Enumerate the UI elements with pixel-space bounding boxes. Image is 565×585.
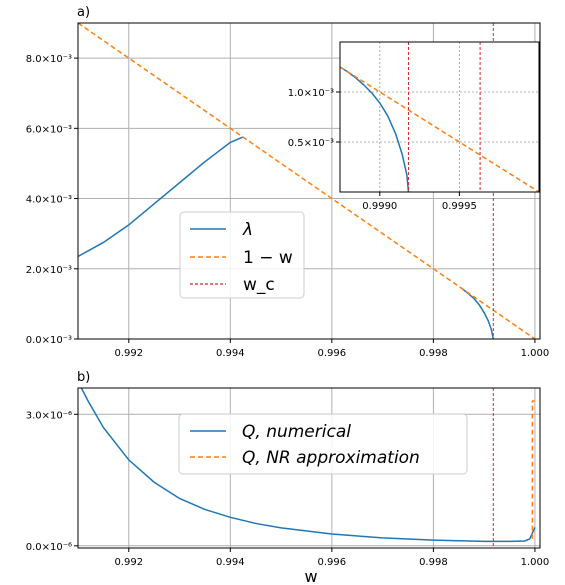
panel-a-ytick-label: 6.0×10⁻³ (26, 124, 72, 135)
legend-a-label-one-minus-w: 1 − w (243, 248, 293, 268)
panel-b: 0.992 0.994 0.996 0.998 1.000 0.0×10⁻⁶ 3.0×10⁻… (26, 387, 550, 568)
panel-b-xtick-label: 0.996 (318, 557, 347, 568)
legend-a: λ 1 − w w_c (179, 211, 305, 299)
inset-one-minus-w-line (340, 66, 539, 192)
panel-b-ytick-label: 3.0×10⁻⁶ (26, 410, 72, 421)
panel-b-xtick-label: 1.000 (521, 557, 550, 568)
panel-a-xtick-label: 0.998 (419, 348, 448, 359)
panel-b-ytick-label: 0.0×10⁻⁶ (26, 542, 72, 553)
panel-b-xtick-label: 0.998 (419, 557, 448, 568)
panel-b-label: b) (77, 370, 90, 385)
panel-a-lambda-line-0 (78, 136, 244, 258)
panel-b-xtick-label: 0.994 (216, 557, 245, 568)
legend-b: Q, numerical Q, NR approximation (178, 413, 468, 475)
panel-b-nr-line (531, 400, 535, 539)
inset-grid (340, 42, 539, 192)
inset: 0.9990 0.9995 0.5×10⁻³ 1.0×10⁻³ (288, 41, 540, 212)
inset-frame (339, 41, 540, 193)
panel-a-one-minus-w-line (78, 23, 536, 339)
inset-background (340, 42, 539, 192)
panel-a-label: a) (77, 5, 90, 20)
panel-a-xtick-label: 1.000 (521, 348, 550, 359)
x-axis-title: w (304, 567, 317, 585)
panel-a-lambda-line-1 (460, 287, 495, 339)
panel-a-ytick-label: 0.0×10⁻³ (26, 335, 72, 346)
panel-b-frame (77, 387, 541, 549)
panel-a-xtick-label: 0.994 (216, 348, 245, 359)
inset-xtick-label: 0.9995 (442, 201, 477, 212)
legend-a-label-lambda: λ (242, 220, 253, 240)
panel-a: 0.992 0.994 0.996 0.998 1.000 0.0×10⁻³ 2.0×10⁻… (26, 22, 550, 359)
legend-a-label-wc: w_c (243, 275, 275, 295)
panel-a-ytick-label: 8.0×10⁻³ (26, 54, 72, 65)
panel-a-ytick-label: 2.0×10⁻³ (26, 265, 72, 276)
inset-xtick-label: 0.9990 (362, 201, 397, 212)
inset-ytick-label: 1.0×10⁻³ (288, 88, 334, 99)
panel-b-numerical-line (80, 388, 536, 543)
legend-b-box (178, 413, 468, 475)
legend-b-label-numerical: Q, numerical (242, 422, 351, 442)
panel-a-xtick-label: 0.996 (318, 348, 347, 359)
legend-a-box (179, 211, 305, 299)
panel-b-xtick-label: 0.992 (114, 557, 143, 568)
inset-ytick-label: 0.5×10⁻³ (288, 138, 334, 149)
panel-a-xtick-label: 0.992 (114, 348, 143, 359)
panel-a-frame (77, 22, 541, 340)
panel-a-ytick-label: 4.0×10⁻³ (26, 195, 72, 206)
legend-b-label-nr: Q, NR approximation (242, 448, 420, 468)
